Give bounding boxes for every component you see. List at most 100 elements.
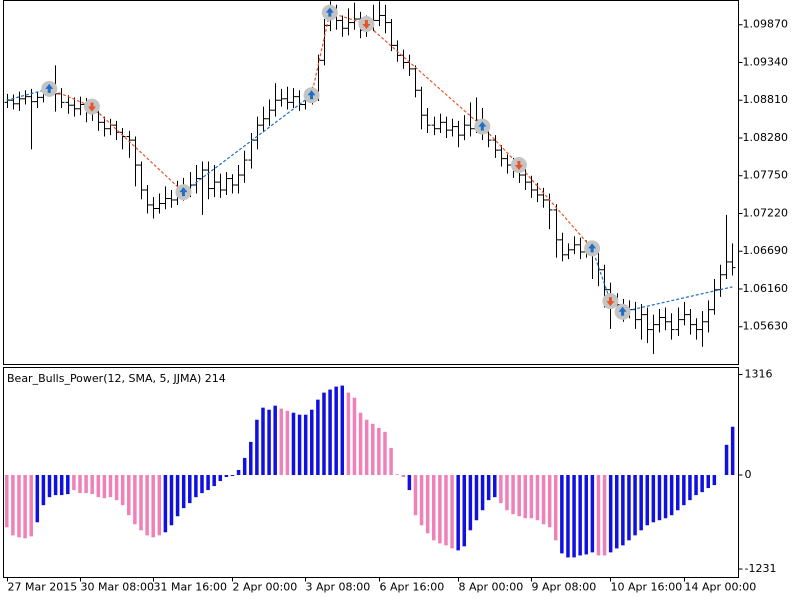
signal-arrow [478, 121, 487, 131]
signal-arrow [588, 243, 597, 253]
bar [450, 475, 454, 549]
bar [29, 475, 33, 537]
trend-line [91, 106, 184, 193]
signal-arrow [179, 187, 188, 197]
bar [267, 409, 271, 476]
bar [657, 475, 662, 521]
bar [157, 475, 162, 536]
x-tick-label: 31 Mar 16:00 [154, 581, 227, 594]
y-tick-label: 1.06160 [743, 282, 789, 295]
signal-arrow [618, 306, 627, 316]
x-tick-label: 10 Apr 16:00 [611, 581, 683, 594]
signal-arrow [307, 90, 316, 100]
bar [730, 426, 735, 476]
x-tick-label: 8 Apr 00:00 [459, 581, 524, 594]
trend-line [183, 94, 312, 193]
bar [566, 475, 570, 558]
bar [688, 475, 692, 501]
y-tick-label: 1.05630 [743, 320, 789, 333]
bar [84, 475, 88, 494]
bar [480, 475, 485, 511]
bar [639, 475, 643, 531]
bar [181, 475, 186, 509]
y-tick-label: 1.08810 [743, 93, 789, 106]
signal [175, 184, 192, 201]
bar [419, 475, 424, 526]
bar [72, 475, 76, 491]
bar [700, 475, 704, 493]
bar [218, 475, 223, 482]
y-tick-label: 1.07750 [743, 169, 789, 182]
trend-line [366, 23, 483, 128]
bar [194, 475, 198, 498]
bar [474, 475, 479, 521]
bar [676, 475, 680, 511]
signal-arrow [362, 20, 371, 30]
signal [303, 87, 320, 104]
bar [389, 447, 393, 476]
signal-arrow [606, 297, 615, 307]
bar [371, 423, 375, 476]
bar [90, 475, 94, 495]
y-tick-label: 1.07220 [743, 206, 789, 219]
bar [224, 475, 229, 478]
bar [584, 475, 589, 555]
bar [59, 475, 64, 496]
bar [169, 475, 174, 526]
bar [249, 441, 253, 476]
bar [395, 474, 399, 476]
y-tick-label: 1316 [745, 368, 773, 381]
bar [273, 405, 277, 476]
bar [17, 475, 21, 538]
bar [663, 475, 668, 519]
bar [627, 475, 631, 541]
bar [505, 475, 509, 511]
bar [346, 392, 351, 476]
bar [444, 475, 448, 546]
bar [425, 475, 430, 534]
signal [584, 240, 601, 257]
trend-line [622, 286, 733, 313]
bar [322, 392, 326, 476]
bar [596, 475, 601, 556]
bar [694, 475, 698, 496]
bar [523, 475, 528, 519]
bar [541, 475, 546, 525]
bar [163, 475, 168, 533]
bar [529, 475, 534, 519]
bar [499, 475, 503, 504]
bar [651, 475, 656, 523]
bar [358, 412, 363, 476]
price-panel [3, 0, 739, 365]
bar [53, 475, 58, 496]
y-tick-label: 0 [745, 468, 752, 481]
bar [200, 475, 204, 494]
bar [261, 407, 265, 476]
bar [682, 475, 686, 506]
bar [328, 389, 332, 476]
bar [78, 475, 82, 494]
bar [560, 475, 564, 554]
y-tick-label: 1.09340 [743, 55, 789, 68]
bar [352, 397, 357, 476]
bar [724, 444, 729, 476]
trend-line [518, 164, 593, 249]
bar [236, 469, 241, 476]
bar [114, 475, 119, 501]
bar [139, 475, 143, 531]
bar [108, 475, 113, 498]
bar [511, 475, 515, 515]
signal [474, 118, 491, 135]
signal-arrow [325, 7, 334, 17]
bar [145, 475, 149, 536]
bar [5, 475, 9, 528]
bar [66, 475, 70, 495]
bar [602, 475, 607, 556]
bar [316, 399, 320, 476]
signal [510, 157, 527, 174]
y-tick-label: 1.09870 [743, 18, 789, 31]
y-tick-label: -1231 [745, 562, 777, 575]
trend-line [591, 248, 611, 302]
bar [206, 475, 210, 491]
bar [212, 475, 216, 487]
